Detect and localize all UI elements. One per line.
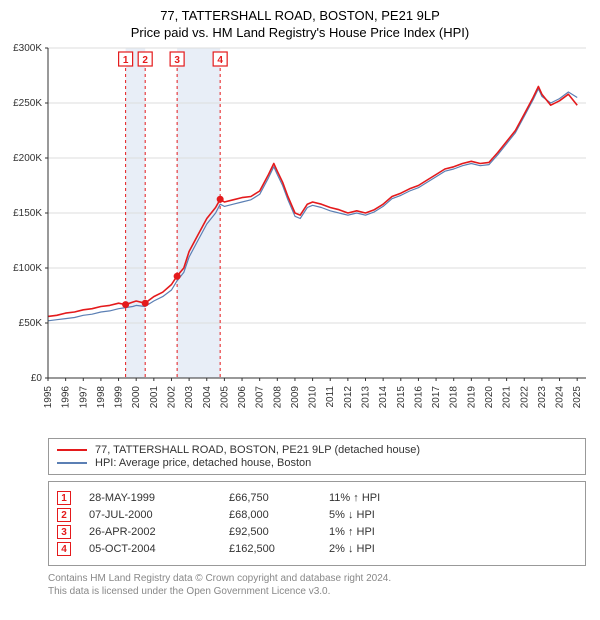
svg-text:2019: 2019 xyxy=(466,386,477,409)
transaction-marker: 4 xyxy=(57,542,71,556)
svg-text:2005: 2005 xyxy=(219,386,230,409)
svg-text:2006: 2006 xyxy=(237,386,248,409)
transaction-pct: 2% ↓ HPI xyxy=(329,543,419,555)
svg-text:2012: 2012 xyxy=(343,386,354,409)
transaction-marker: 3 xyxy=(57,525,71,539)
svg-text:2004: 2004 xyxy=(202,386,213,409)
chart-area: 1 2 3 4 £0 £50K £100K £150K £200K £250K £300K 1995 1… xyxy=(0,44,600,432)
legend: 77, TATTERSHALL ROAD, BOSTON, PE21 9LP (… xyxy=(48,438,586,475)
title-address: 77, TATTERSHALL ROAD, BOSTON, PE21 9LP xyxy=(0,8,600,23)
transaction-price: £92,500 xyxy=(229,526,329,538)
svg-text:2023: 2023 xyxy=(537,386,548,409)
svg-text:1997: 1997 xyxy=(78,386,89,409)
legend-swatch xyxy=(57,449,87,451)
svg-text:2018: 2018 xyxy=(449,386,460,409)
attribution-line1: Contains HM Land Registry data © Crown c… xyxy=(48,572,586,585)
legend-label: HPI: Average price, detached house, Bost… xyxy=(95,457,311,469)
transaction-date: 26-APR-2002 xyxy=(89,526,229,538)
attribution: Contains HM Land Registry data © Crown c… xyxy=(48,572,586,598)
svg-text:£150K: £150K xyxy=(13,208,42,219)
transaction-pct: 5% ↓ HPI xyxy=(329,509,419,521)
svg-text:£100K: £100K xyxy=(13,263,42,274)
svg-text:1995: 1995 xyxy=(43,386,54,409)
transaction-date: 07-JUL-2000 xyxy=(89,509,229,521)
transaction-row: 4 05-OCT-2004£162,5002% ↓ HPI xyxy=(57,542,577,556)
title-subtitle: Price paid vs. HM Land Registry's House … xyxy=(0,25,600,40)
svg-text:2017: 2017 xyxy=(431,386,442,409)
legend-swatch xyxy=(57,462,87,464)
svg-text:2: 2 xyxy=(142,55,148,66)
transaction-date: 28-MAY-1999 xyxy=(89,492,229,504)
svg-text:2016: 2016 xyxy=(413,386,424,409)
transaction-date: 05-OCT-2004 xyxy=(89,543,229,555)
svg-text:1998: 1998 xyxy=(96,386,107,409)
svg-text:2007: 2007 xyxy=(255,386,266,409)
svg-text:2009: 2009 xyxy=(290,386,301,409)
svg-text:1: 1 xyxy=(123,55,129,66)
svg-text:2001: 2001 xyxy=(149,386,160,409)
transaction-row: 2 07-JUL-2000£68,0005% ↓ HPI xyxy=(57,508,577,522)
title-block: 77, TATTERSHALL ROAD, BOSTON, PE21 9LP P… xyxy=(0,0,600,44)
svg-text:2003: 2003 xyxy=(184,386,195,409)
svg-text:1996: 1996 xyxy=(61,386,72,409)
svg-text:2008: 2008 xyxy=(272,386,283,409)
chart-container: 77, TATTERSHALL ROAD, BOSTON, PE21 9LP P… xyxy=(0,0,600,598)
transaction-marker: 2 xyxy=(57,508,71,522)
transaction-price: £162,500 xyxy=(229,543,329,555)
svg-text:2014: 2014 xyxy=(378,386,389,409)
svg-text:2015: 2015 xyxy=(396,386,407,409)
transaction-pct: 1% ↑ HPI xyxy=(329,526,419,538)
svg-text:2022: 2022 xyxy=(519,386,530,409)
transaction-price: £68,000 xyxy=(229,509,329,521)
transaction-row: 1 28-MAY-1999£66,75011% ↑ HPI xyxy=(57,491,577,505)
transaction-pct: 11% ↑ HPI xyxy=(329,492,419,504)
svg-text:2002: 2002 xyxy=(166,386,177,409)
svg-text:2000: 2000 xyxy=(131,386,142,409)
svg-text:£200K: £200K xyxy=(13,153,42,164)
legend-row: HPI: Average price, detached house, Bost… xyxy=(57,457,577,469)
transaction-price: £66,750 xyxy=(229,492,329,504)
svg-text:2011: 2011 xyxy=(325,386,336,408)
svg-text:£300K: £300K xyxy=(13,44,42,54)
svg-text:1999: 1999 xyxy=(114,386,125,409)
svg-text:2021: 2021 xyxy=(502,386,513,409)
svg-text:£250K: £250K xyxy=(13,98,42,109)
svg-text:3: 3 xyxy=(174,55,180,66)
legend-row: 77, TATTERSHALL ROAD, BOSTON, PE21 9LP (… xyxy=(57,444,577,456)
attribution-line2: This data is licensed under the Open Gov… xyxy=(48,585,586,598)
svg-text:4: 4 xyxy=(217,55,223,66)
svg-text:2020: 2020 xyxy=(484,386,495,409)
chart-svg: 1 2 3 4 £0 £50K £100K £150K £200K £250K £300K 1995 1… xyxy=(0,44,600,432)
svg-text:2024: 2024 xyxy=(555,386,566,409)
svg-text:£50K: £50K xyxy=(19,318,43,329)
legend-label: 77, TATTERSHALL ROAD, BOSTON, PE21 9LP (… xyxy=(95,444,420,456)
transaction-row: 3 26-APR-2002£92,5001% ↑ HPI xyxy=(57,525,577,539)
transactions-table: 1 28-MAY-1999£66,75011% ↑ HPI 2 07-JUL-2000… xyxy=(48,481,586,566)
svg-text:2013: 2013 xyxy=(361,386,372,409)
transaction-marker: 1 xyxy=(57,491,71,505)
svg-text:2010: 2010 xyxy=(308,386,319,409)
svg-text:£0: £0 xyxy=(31,373,43,384)
svg-text:2025: 2025 xyxy=(572,386,583,409)
